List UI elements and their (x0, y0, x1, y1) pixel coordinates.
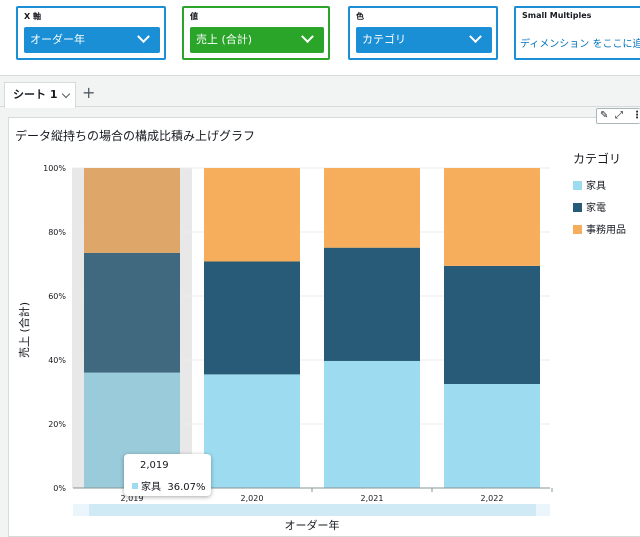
small-multiples-well[interactable]: Small Multiples ディメンション をここに追 (514, 6, 640, 60)
bar-segment[interactable] (444, 265, 540, 384)
legend-item-appliances[interactable]: 家電 (573, 203, 606, 215)
x-tick-label: 2,022 (481, 494, 504, 503)
x-axis-field-pill[interactable]: オーダー年 (24, 27, 160, 53)
value-well-label: 値 (190, 12, 198, 21)
field-wells: X 軸 オーダー年 値 売上 (合計) 色 カテゴリ Small Multipl… (0, 0, 640, 76)
bar-segment[interactable] (324, 247, 420, 361)
sheet-tab-bar: シート 1 + (0, 77, 640, 108)
x-tick-label: 2,019 (121, 494, 144, 503)
color-well-label: 色 (356, 12, 364, 21)
x-tick-label: 2,020 (241, 494, 264, 503)
x-tick-label: 2,021 (361, 494, 384, 503)
tab-sheet-1-label: シート 1 (13, 88, 58, 101)
x-axis-well-label: X 軸 (24, 12, 41, 21)
color-well[interactable]: 色 カテゴリ (348, 6, 498, 60)
bar-segment[interactable] (324, 168, 420, 248)
x-axis-field-value: オーダー年 (30, 33, 85, 46)
y-tick-label: 60% (48, 292, 66, 301)
y-tick-label: 20% (48, 420, 66, 429)
tooltip-row: 家具 36.07% (132, 478, 206, 493)
legend-item-furniture[interactable]: 家具 (573, 181, 606, 193)
color-field-pill[interactable]: カテゴリ (356, 27, 492, 53)
y-tick-label: 0% (53, 484, 66, 493)
bar-segment[interactable] (444, 168, 540, 266)
bar-segment[interactable] (84, 168, 180, 253)
bar-segment[interactable] (84, 252, 180, 373)
y-tick-label: 40% (48, 356, 66, 365)
tooltip-series: 家具 (141, 482, 161, 493)
visual-title: データ縦持ちの場合の構成比積み上げグラフ (15, 129, 256, 143)
x-axis-title: オーダー年 (285, 518, 340, 532)
value-field-pill[interactable]: 売上 (合計) (190, 27, 324, 53)
tooltip-swatch (132, 483, 138, 489)
tooltip-title: 2,019 (140, 460, 169, 471)
legend-label: 家具 (586, 181, 606, 192)
color-field-value: カテゴリ (362, 33, 406, 46)
tooltip-value: 36.07% (167, 482, 206, 493)
y-tick-label: 80% (48, 228, 66, 237)
visual-toolbar: ✎ ⤢ ⋮ (596, 108, 640, 124)
x-scrollbar-thumb[interactable] (89, 504, 536, 516)
legend-title: カテゴリ (573, 152, 622, 166)
bar-segment[interactable] (324, 360, 420, 488)
small-multiples-well-label: Small Multiples (522, 11, 592, 20)
expand-icon[interactable]: ⤢ (615, 110, 623, 121)
legend-item-office-supplies[interactable]: 事務用品 (573, 225, 626, 237)
legend-label: 事務用品 (586, 225, 626, 236)
legend-swatch (573, 203, 582, 212)
y-axis-title: 売上 (合計) (17, 302, 31, 358)
y-tick-label: 100% (43, 164, 66, 173)
menu-icon[interactable]: ⋮ (632, 110, 640, 121)
value-well[interactable]: 値 売上 (合計) (182, 6, 330, 60)
tab-sheet-1[interactable]: シート 1 (4, 82, 76, 108)
x-axis-well[interactable]: X 軸 オーダー年 (16, 6, 166, 60)
chart-tooltip: 2,019 家具 36.07% (124, 454, 211, 496)
bar-segment[interactable] (204, 261, 300, 375)
value-field-value: 売上 (合計) (196, 33, 253, 46)
legend-swatch (573, 225, 582, 234)
legend-swatch (573, 181, 582, 190)
legend-label: 家電 (586, 203, 606, 214)
add-sheet-icon[interactable]: + (82, 83, 96, 102)
bar-segment[interactable] (204, 168, 300, 262)
bar-segment[interactable] (204, 374, 300, 488)
small-multiples-placeholder[interactable]: ディメンション をここに追 (520, 39, 640, 50)
bar-segment[interactable] (444, 384, 540, 488)
edit-icon[interactable]: ✎ (600, 110, 609, 121)
